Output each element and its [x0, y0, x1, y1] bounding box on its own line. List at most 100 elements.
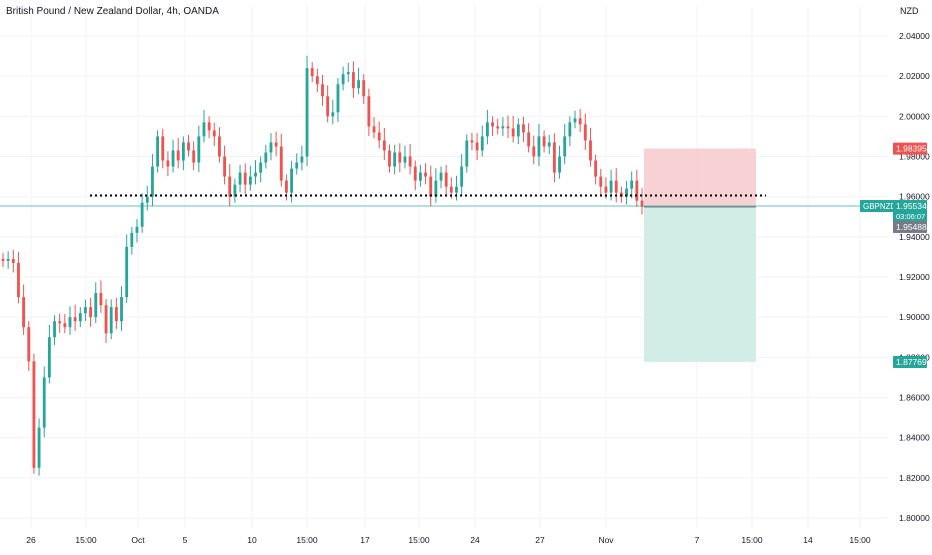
- candle-body: [460, 166, 464, 187]
- candle-body: [341, 74, 345, 85]
- candle-body: [42, 377, 46, 428]
- candle-body: [393, 152, 397, 167]
- candle-body: [604, 186, 608, 193]
- candle-body: [135, 226, 139, 233]
- candle-body: [455, 186, 458, 193]
- x-axis-tick-label: Oct: [131, 535, 145, 545]
- target-price-badge: 1.87769: [896, 357, 927, 367]
- candle-body: [187, 142, 190, 151]
- candle-body: [17, 262, 20, 298]
- current-price-badge: 1.95534: [896, 201, 927, 211]
- candle-body: [578, 118, 582, 125]
- candle-body: [290, 168, 293, 193]
- candle-body: [388, 150, 391, 167]
- candle-body: [614, 180, 618, 193]
- candle-body: [532, 146, 536, 157]
- y-axis-tick-label: 2.02000: [899, 71, 930, 81]
- y-axis-tick-label: 1.86000: [899, 393, 930, 403]
- candle-body: [382, 140, 386, 151]
- candles: [1, 55, 644, 476]
- candle-body: [212, 130, 216, 137]
- candle-body: [99, 293, 103, 306]
- candle-body: [181, 142, 185, 161]
- target-price-badge-bg: [893, 355, 927, 368]
- candle-body: [439, 172, 443, 181]
- y-axis-tick-label: 1.96000: [899, 192, 930, 202]
- candle-body: [434, 180, 438, 197]
- candle-body: [413, 166, 417, 181]
- y-axis-tick-label: 2.00000: [899, 111, 930, 121]
- candle-body: [207, 122, 211, 131]
- candle-body: [6, 258, 10, 261]
- candle-body: [305, 68, 309, 157]
- candle-body: [625, 188, 628, 197]
- x-axis-tick-label: 15:00: [849, 535, 871, 545]
- x-axis: 26 15:00 Oct 5 10 15:00 17 15:00 24 27 Nov 7 15:00 14…: [26, 535, 871, 545]
- candle-body: [145, 196, 149, 203]
- x-axis-tick-label: 15:00: [75, 535, 97, 545]
- candle-body: [480, 136, 484, 151]
- candle-body: [465, 140, 469, 167]
- candle-body: [583, 124, 587, 141]
- candle-body: [635, 180, 639, 201]
- candle-body: [352, 72, 355, 89]
- candle-body: [346, 72, 350, 75]
- stop-price-badge: 1.98395: [896, 144, 927, 154]
- candle-body: [315, 76, 319, 85]
- price-labels: 1.98395 1.87769 GBPNZD 1.9553403:06:071.954…: [860, 142, 927, 368]
- take-profit-zone[interactable]: [644, 206, 756, 362]
- current-price-badge-bg: [893, 200, 927, 223]
- x-axis-tick-label: 15:00: [296, 535, 318, 545]
- x-axis-tick-label: 15:00: [741, 535, 763, 545]
- candle-body: [11, 258, 15, 263]
- candle-body: [218, 136, 221, 157]
- x-axis-tick-label: 27: [535, 535, 545, 545]
- candle-body: [104, 305, 108, 334]
- candle-body: [470, 140, 474, 143]
- candle-body: [594, 160, 598, 177]
- candle-body: [192, 150, 196, 163]
- candle-body: [238, 172, 242, 185]
- y-axis-tick-label: 1.90000: [899, 312, 930, 322]
- candle-body: [331, 112, 335, 117]
- candle-body: [197, 136, 201, 163]
- axis-unit-label: NZD: [900, 6, 919, 16]
- x-axis-tick-label: 14: [803, 535, 813, 545]
- candle-body: [274, 142, 278, 147]
- candle-body: [166, 160, 170, 167]
- candle-body: [511, 128, 515, 137]
- y-axis-tick-label: 1.94000: [899, 232, 930, 242]
- stop-loss-zone[interactable]: [644, 148, 756, 207]
- candle-body: [264, 152, 268, 163]
- candle-body: [269, 142, 273, 153]
- candle-body: [563, 136, 567, 157]
- stop-price-badge-bg: [893, 142, 927, 155]
- candle-body: [552, 142, 556, 173]
- candle-body: [285, 180, 288, 193]
- x-axis-tick-label: Nov: [598, 535, 614, 545]
- candle-body: [357, 80, 360, 89]
- candle-body: [527, 132, 531, 147]
- candle-body: [403, 156, 407, 163]
- x-axis-tick-label: 10: [247, 535, 257, 545]
- candle-body: [522, 124, 525, 133]
- chart-title: British Pound / New Zealand Dollar, 4h, …: [6, 6, 219, 17]
- candle-body: [408, 156, 412, 167]
- candle-body: [254, 172, 257, 177]
- candle-body: [418, 172, 422, 181]
- candle-body: [449, 186, 453, 193]
- candle-body: [516, 124, 520, 137]
- candle-body: [558, 156, 561, 173]
- candle-body: [573, 118, 577, 123]
- x-axis-tick-label: 24: [470, 535, 480, 545]
- candle-body: [73, 317, 77, 322]
- candle-body: [542, 136, 546, 147]
- candle-body: [140, 202, 144, 227]
- candle-body: [589, 140, 592, 161]
- candle-body: [114, 307, 118, 322]
- candle-body: [84, 307, 87, 314]
- candle-body: [120, 297, 123, 322]
- candle-body: [151, 166, 154, 197]
